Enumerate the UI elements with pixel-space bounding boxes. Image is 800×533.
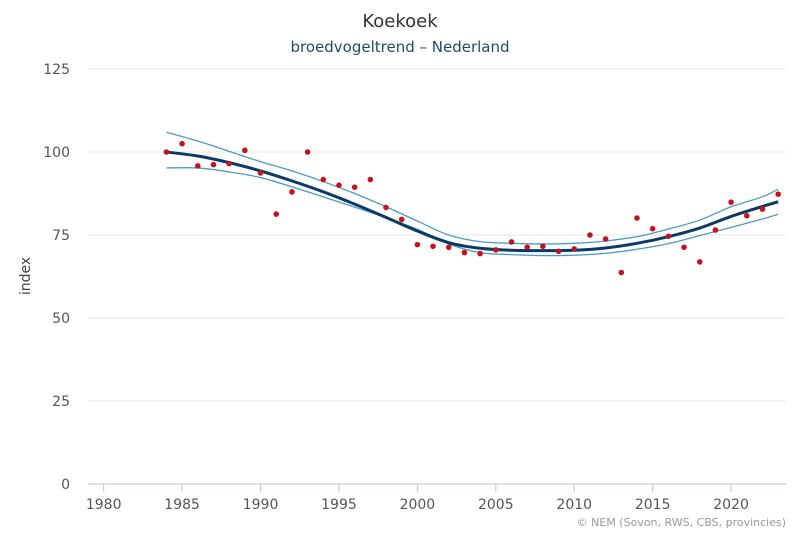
data-point xyxy=(320,176,327,183)
x-tick-label: 1995 xyxy=(321,497,357,513)
data-point xyxy=(398,216,405,223)
data-point xyxy=(273,211,280,217)
data-point xyxy=(712,227,719,233)
index-points xyxy=(163,140,781,276)
data-point xyxy=(163,149,170,155)
credit-text: © NEM (Sovon, RWS, CBS, provincies) xyxy=(577,516,786,529)
x-tick-label: 2015 xyxy=(635,497,671,513)
data-point xyxy=(775,191,781,197)
data-point xyxy=(257,170,264,176)
data-point xyxy=(430,243,436,250)
data-point xyxy=(242,147,248,154)
data-point xyxy=(634,215,640,221)
data-point xyxy=(367,176,374,183)
data-point xyxy=(602,236,609,242)
x-tick-label: 2010 xyxy=(556,497,592,513)
y-tick-label: 125 xyxy=(43,62,70,78)
data-point xyxy=(696,259,703,265)
x-tick-label: 1985 xyxy=(164,497,200,513)
data-point xyxy=(383,204,389,211)
x-tick-label: 2005 xyxy=(478,497,514,513)
data-point xyxy=(226,160,232,167)
data-point xyxy=(540,243,546,250)
y-axis-label: index xyxy=(18,257,34,295)
chart-subtitle: broedvogeltrend – Nederland xyxy=(290,38,509,56)
data-point xyxy=(665,233,672,240)
data-point xyxy=(618,269,625,276)
x-tick-label: 2020 xyxy=(713,497,749,513)
y-axis-ticks: 0 25 50 75 100 125 xyxy=(43,62,70,493)
y-tick-label: 50 xyxy=(52,311,70,327)
data-point xyxy=(555,248,562,255)
x-tick-label: 1990 xyxy=(243,497,279,513)
data-point xyxy=(759,206,766,212)
data-point xyxy=(179,140,185,147)
y-tick-label: 0 xyxy=(61,477,70,493)
data-point xyxy=(336,182,342,188)
y-tick-label: 75 xyxy=(52,228,70,244)
confidence-lower-line xyxy=(166,166,779,257)
data-point xyxy=(289,189,295,195)
confidence-upper-line xyxy=(166,131,779,245)
gridlines xyxy=(88,68,786,402)
data-point xyxy=(571,246,578,252)
data-point xyxy=(743,212,750,219)
data-point xyxy=(445,244,452,251)
data-point xyxy=(210,161,217,168)
data-point xyxy=(649,225,656,232)
data-point xyxy=(414,241,421,248)
data-point xyxy=(508,239,515,245)
trend-line xyxy=(166,150,779,253)
trend-line-layer xyxy=(166,150,779,253)
data-point xyxy=(461,249,468,256)
confidence-band xyxy=(166,131,779,257)
x-axis: 1980 1985 1990 1995 2000 2005 2010 2015 2020 xyxy=(86,483,786,513)
data-point xyxy=(524,244,530,251)
data-point xyxy=(304,149,311,155)
data-point xyxy=(493,247,499,253)
data-point xyxy=(194,163,201,169)
data-point xyxy=(728,199,734,205)
data-point xyxy=(351,184,358,190)
data-point xyxy=(477,250,483,257)
chart-title: Koekoek xyxy=(362,11,438,32)
y-tick-label: 100 xyxy=(43,145,70,161)
data-point xyxy=(681,244,687,251)
x-tick-label: 1980 xyxy=(86,497,122,513)
y-tick-label: 25 xyxy=(52,394,70,410)
x-tick-label: 2000 xyxy=(400,497,436,513)
data-point xyxy=(587,232,593,238)
